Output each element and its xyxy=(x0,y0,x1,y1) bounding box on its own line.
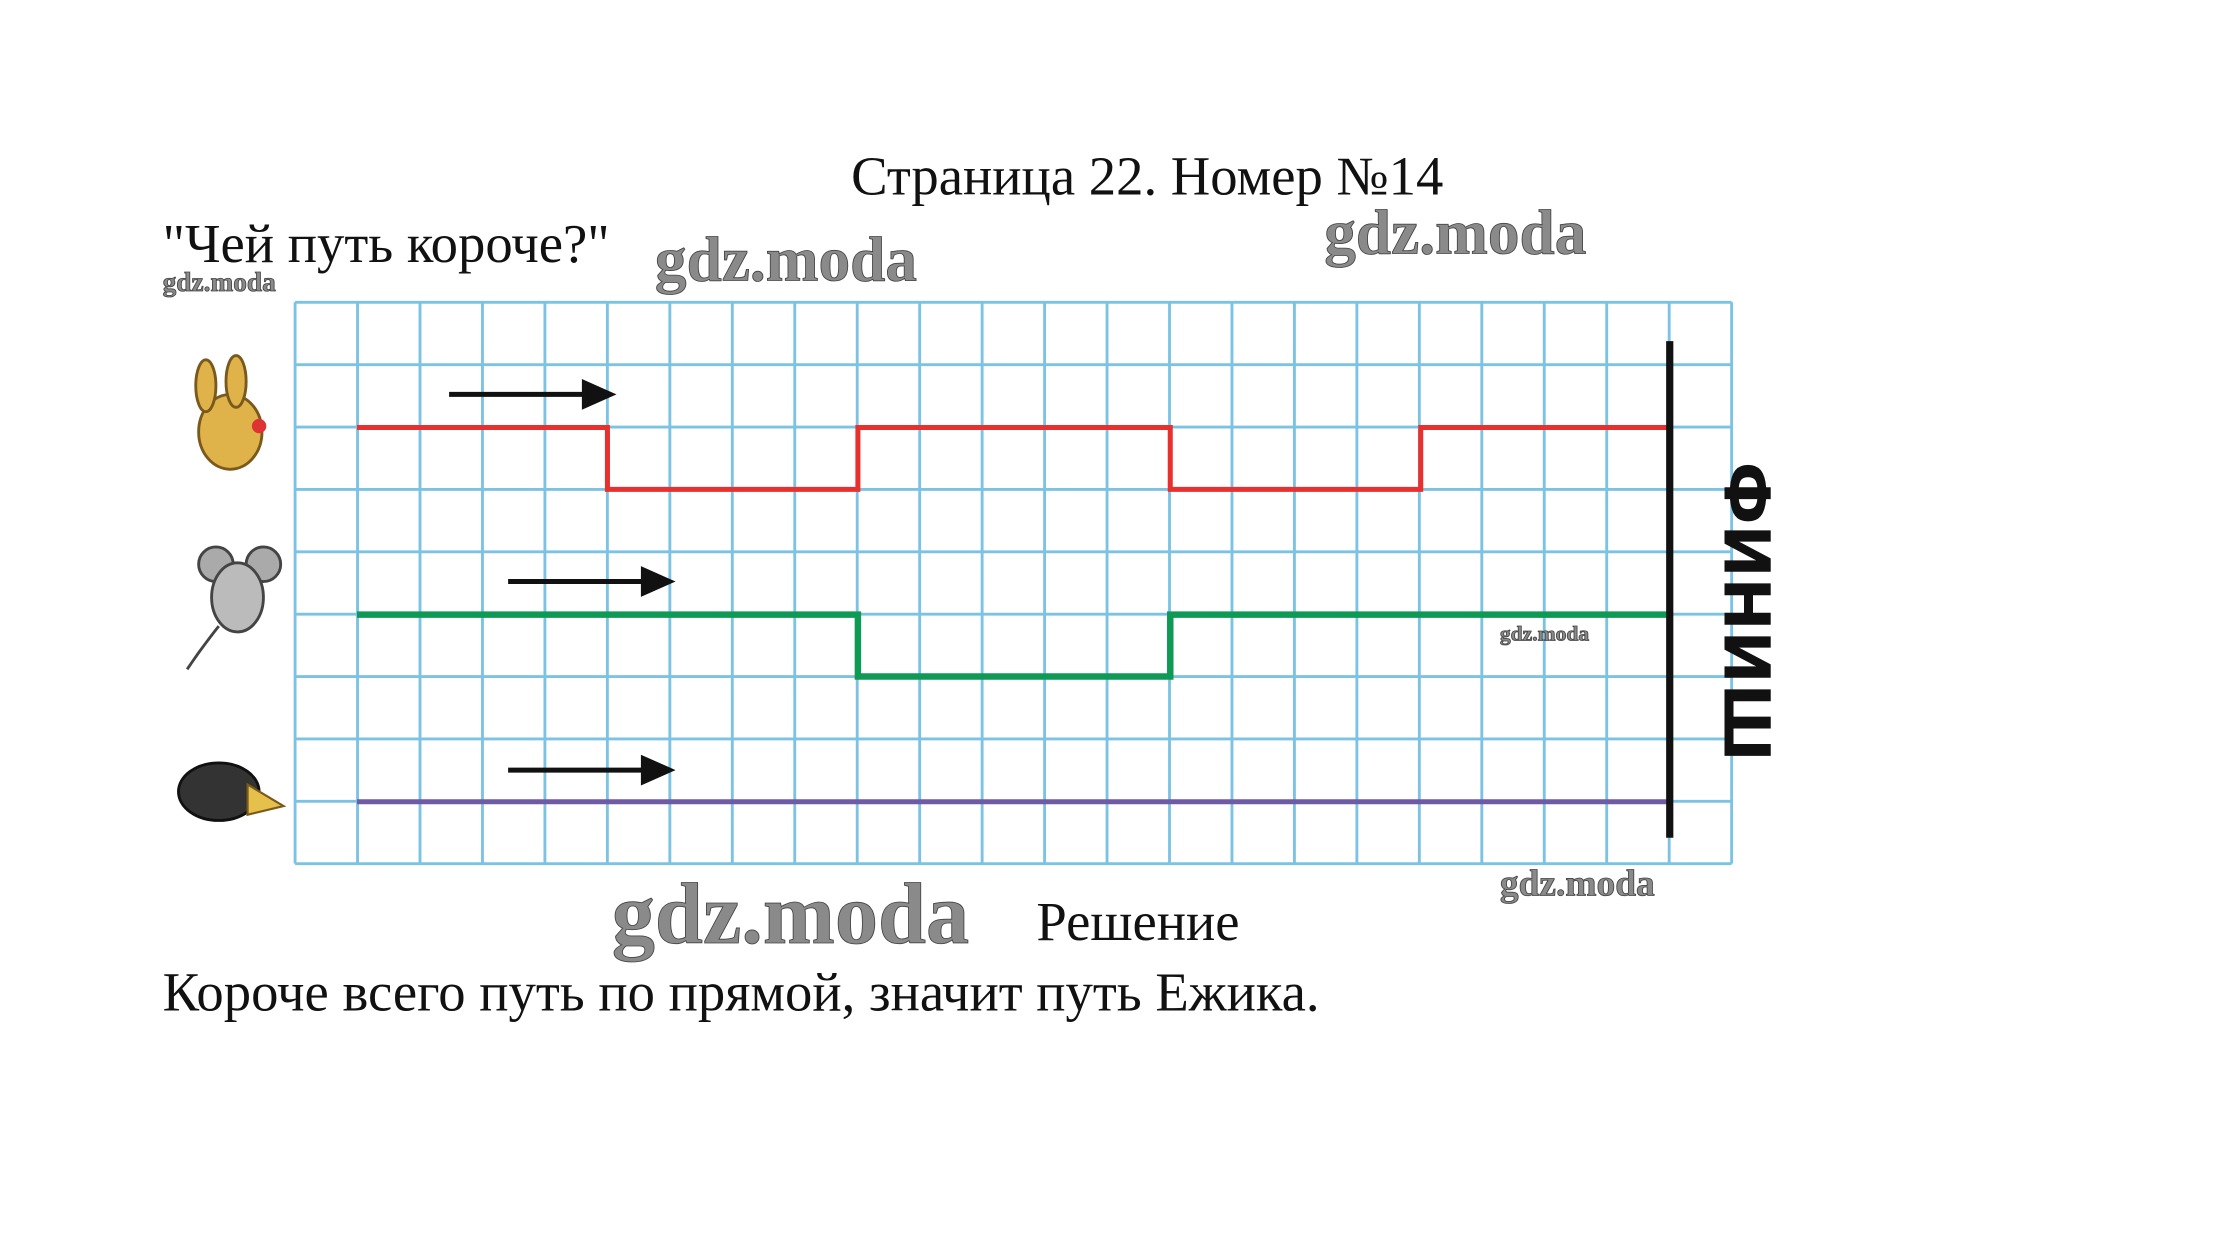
watermark: gdz.moda xyxy=(1500,863,1655,904)
hedgehog-icon xyxy=(177,761,287,822)
arrow-head xyxy=(640,566,676,597)
arrow-head xyxy=(640,754,676,786)
watermark: gdz.moda xyxy=(1324,197,1586,267)
grid xyxy=(293,300,1734,866)
mouse-icon xyxy=(185,545,283,671)
question: "Чей путь короче?" xyxy=(163,213,610,274)
rabbit-path xyxy=(356,424,1670,492)
paths xyxy=(356,424,1670,805)
arrows xyxy=(449,379,676,786)
solution-heading: Решение xyxy=(1036,891,1239,952)
finish-label: ФИНИШ xyxy=(1709,462,1783,762)
mouse-path xyxy=(356,611,1670,680)
watermark: gdz.moda xyxy=(655,225,917,295)
watermark: gdz.moda xyxy=(612,866,969,962)
rabbit-icon xyxy=(194,354,267,471)
page-title: Страница 22. Номер №14 xyxy=(851,145,1443,206)
answer: Короче всего путь по прямой, значит путь… xyxy=(163,961,1320,1022)
watermark: gdz.moda xyxy=(1500,622,1590,646)
watermark: gdz.moda xyxy=(163,267,276,297)
arrow-head xyxy=(581,379,617,410)
